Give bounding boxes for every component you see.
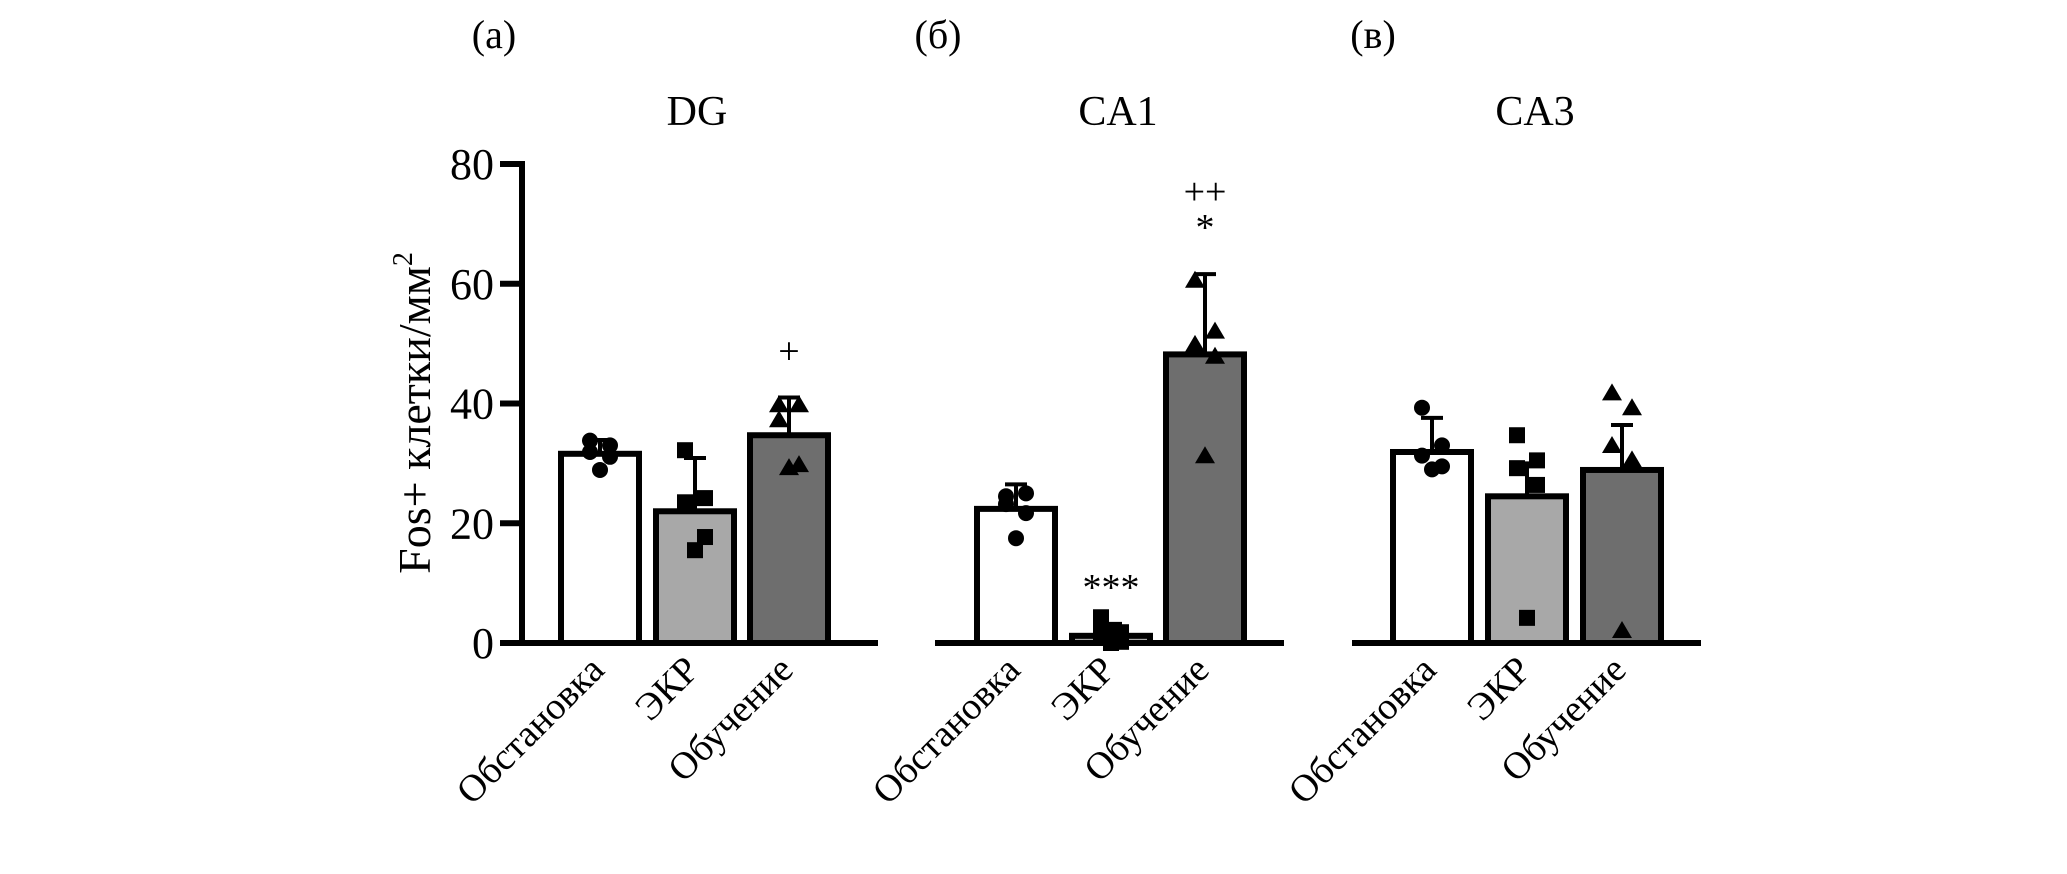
data-point-triangle	[1185, 270, 1205, 288]
y-axis-label-main: Fos+ клетки/мм	[389, 266, 440, 574]
data-point-square	[1529, 452, 1545, 469]
panel-letter: (б)	[915, 12, 962, 57]
x-tick-label: ЭКР	[1043, 649, 1123, 729]
data-point-triangle	[769, 410, 789, 428]
data-point-circle	[1018, 485, 1034, 502]
y-axis-label: Fos+ клетки/мм2	[388, 252, 440, 574]
bar-Обстановка	[974, 505, 1058, 646]
y-axis: 0 20 40 60 80 Fos+ клетки/мм2	[388, 140, 525, 668]
data-point-circle	[1434, 437, 1450, 454]
data-point-circle	[1424, 461, 1440, 478]
panel-letter: (в)	[1350, 12, 1396, 57]
data-point-triangle	[779, 458, 799, 476]
data-point-triangle	[769, 395, 789, 413]
data-point-triangle	[1205, 346, 1225, 364]
data-point-square	[697, 490, 713, 507]
panel-title: CA1	[1078, 89, 1157, 135]
data-point-circle	[1018, 505, 1034, 522]
bar-Обстановка	[1390, 448, 1474, 646]
y-tick-label: 80	[450, 140, 494, 189]
significance-mark: +	[778, 331, 799, 373]
significance-mark-secondary: ++	[1184, 171, 1227, 213]
bar-Обучение	[1580, 466, 1664, 646]
data-point-circle	[1414, 447, 1430, 464]
significance-mark: ***	[1083, 567, 1140, 609]
x-tick-label: Обстановка	[865, 649, 1029, 813]
data-point-square	[687, 542, 703, 559]
bar-Обстановка	[558, 450, 642, 647]
x-tick-label: ЭКР	[1459, 649, 1539, 729]
panel-title: DG	[667, 89, 728, 135]
data-point-triangle	[1195, 446, 1215, 464]
data-point-square	[697, 529, 713, 546]
data-point-triangle	[1185, 334, 1205, 352]
data-point-square	[1519, 609, 1535, 626]
y-tick-label: 60	[450, 260, 494, 309]
data-point-square	[677, 494, 693, 511]
y-tick-label: 20	[450, 499, 494, 548]
x-tick-label: Обстановка	[1281, 649, 1445, 813]
y-axis-label-superscript: 2	[388, 252, 419, 266]
data-point-square	[1509, 427, 1525, 444]
panel-title: CA3	[1495, 89, 1574, 135]
data-point-square	[677, 442, 693, 459]
data-point-triangle	[1602, 383, 1622, 401]
data-point-triangle	[1612, 621, 1632, 639]
data-point-triangle	[1622, 398, 1642, 416]
data-point-circle	[582, 443, 598, 460]
data-point-square	[1093, 609, 1109, 626]
panel-letter: (а)	[472, 12, 516, 57]
data-point-triangle	[1602, 436, 1622, 454]
data-point-triangle	[789, 395, 809, 413]
data-point-circle	[998, 496, 1014, 513]
data-point-circle	[592, 461, 608, 478]
bar-Обучение	[1163, 351, 1247, 646]
data-point-triangle	[1205, 321, 1225, 339]
data-point-circle	[1008, 530, 1024, 547]
data-point-square	[1529, 476, 1545, 493]
data-point-square	[1509, 460, 1525, 477]
data-point-circle	[602, 448, 618, 465]
y-tick-label: 40	[450, 380, 494, 429]
y-tick-label: 0	[472, 619, 494, 668]
significance-mark: *	[1196, 207, 1215, 249]
data-point-circle	[582, 432, 598, 449]
x-tick-label: ЭКР	[627, 649, 707, 729]
data-point-triangle	[1622, 450, 1642, 468]
data-point-circle	[1414, 399, 1430, 416]
data-point-circle	[602, 437, 618, 454]
bar-ЭКР	[653, 508, 737, 646]
x-tick-label: Обстановка	[449, 649, 613, 813]
